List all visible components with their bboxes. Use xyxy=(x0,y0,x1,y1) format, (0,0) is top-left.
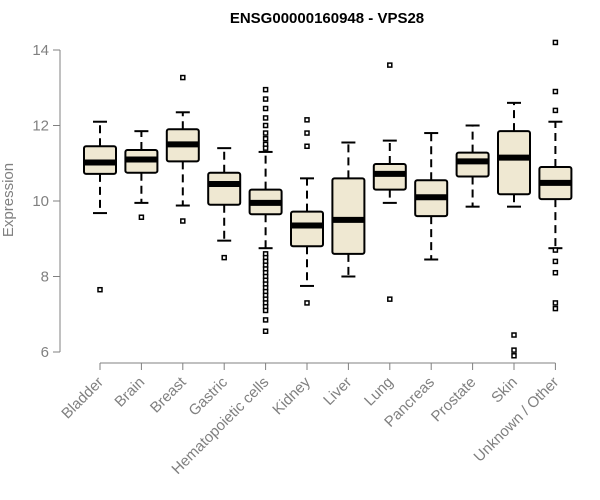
box-brain xyxy=(124,130,159,220)
y-tick-label: 14 xyxy=(32,42,49,59)
outlier-point xyxy=(262,307,269,314)
box-unknown-other xyxy=(538,39,573,312)
outlier-point xyxy=(304,143,310,150)
outlier-point xyxy=(552,269,559,276)
outlier-point xyxy=(304,300,310,306)
box-gastric xyxy=(207,147,242,261)
x-tick-label: Liver xyxy=(320,374,355,409)
outlier-point xyxy=(97,286,103,293)
outlier-point xyxy=(304,117,310,123)
outlier-point xyxy=(552,39,559,46)
outlier-point xyxy=(262,96,269,102)
y-tick-label: 6 xyxy=(41,344,49,361)
x-tick-label: Kidney xyxy=(269,373,314,418)
outlier-point xyxy=(262,317,269,323)
outlier-point xyxy=(180,74,186,81)
iqr-box xyxy=(497,130,531,196)
outlier-point xyxy=(552,107,559,114)
outlier-point xyxy=(552,247,559,253)
boxes-group xyxy=(83,39,573,359)
box-prostate xyxy=(455,124,490,208)
chart-title: ENSG00000160948 - VPS28 xyxy=(230,10,424,27)
iqr-box xyxy=(372,163,407,191)
outlier-point xyxy=(262,135,269,142)
y-axis: 6 8 10 12 14 xyxy=(32,42,61,361)
x-tick-label: Lung xyxy=(361,374,397,410)
outlier-point xyxy=(262,145,269,151)
y-tick-label: 8 xyxy=(41,269,49,286)
box-bladder xyxy=(83,120,117,293)
outlier-point xyxy=(387,296,393,302)
outlier-point xyxy=(262,105,269,112)
box-kidney xyxy=(290,117,324,306)
outlier-point xyxy=(180,218,186,224)
y-tick-label: 10 xyxy=(32,193,49,210)
outlier-point xyxy=(262,122,269,129)
outlier-point xyxy=(262,130,269,136)
box-liver xyxy=(331,141,366,278)
outlier-point xyxy=(262,328,269,334)
box-breast xyxy=(165,74,200,224)
box-hematopoietic-cells xyxy=(248,86,283,334)
outlier-point xyxy=(138,214,145,220)
iqr-box xyxy=(331,177,366,255)
outlier-point xyxy=(387,62,393,68)
y-tick-label: 12 xyxy=(32,118,49,135)
x-tick-label: Prostate xyxy=(428,374,480,426)
outlier-point xyxy=(221,254,227,261)
y-axis-label: Expression xyxy=(0,163,17,237)
x-tick-label: Skin xyxy=(488,374,521,407)
outlier-point xyxy=(552,258,559,265)
outlier-point xyxy=(552,300,559,306)
outlier-point xyxy=(552,305,559,312)
iqr-box xyxy=(290,210,324,248)
box-pancreas xyxy=(414,132,449,261)
iqr-box xyxy=(207,171,242,206)
outlier-point xyxy=(262,86,269,93)
outlier-point xyxy=(511,347,517,353)
outlier-point xyxy=(511,332,517,338)
box-skin xyxy=(497,101,531,359)
outlier-point xyxy=(552,88,559,95)
iqr-box xyxy=(455,151,490,178)
outlier-point xyxy=(304,130,310,136)
box-lung xyxy=(372,62,407,302)
x-tick-label: Brain xyxy=(111,374,148,411)
x-tick-label: Breast xyxy=(147,373,190,416)
x-tick-label: Bladder xyxy=(58,374,107,423)
outlier-point xyxy=(262,115,269,121)
outlier-point xyxy=(511,353,517,359)
